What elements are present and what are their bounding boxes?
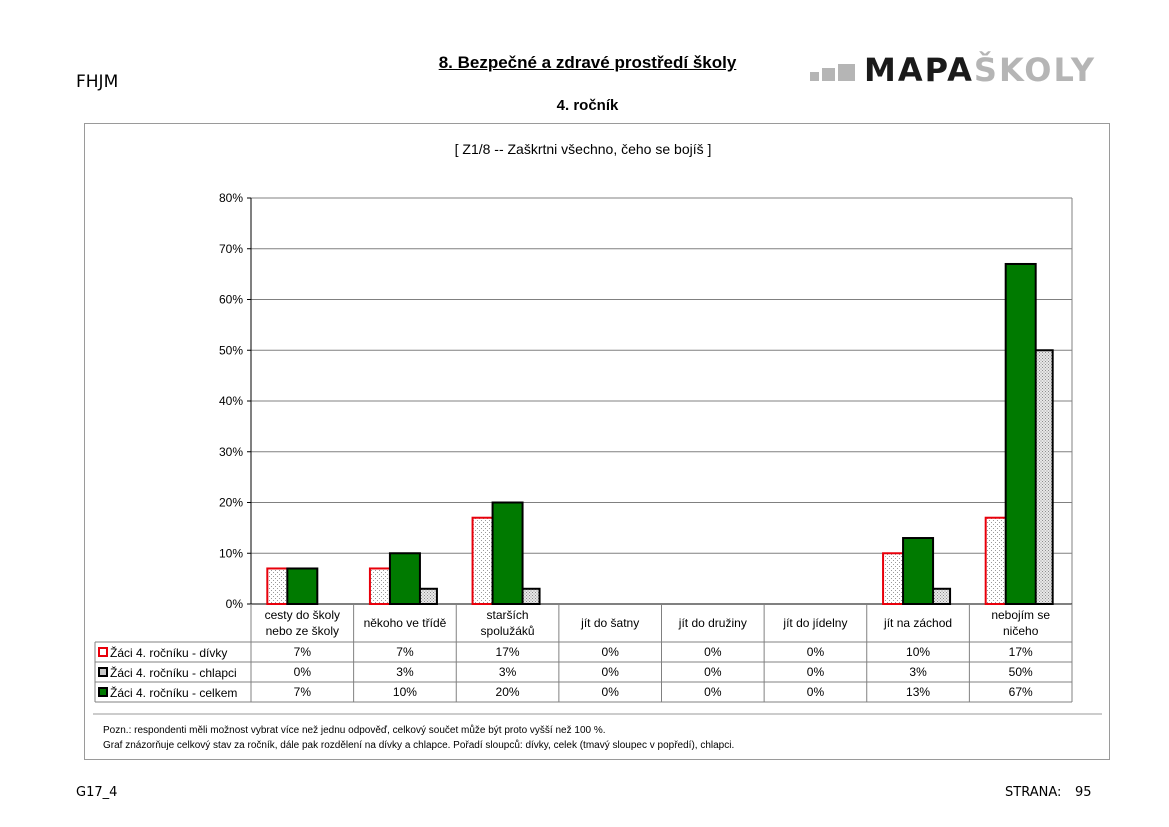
note-line-2: Graf znázorňuje celkový stav za ročník, … [103,739,734,751]
x-tick-label: ničeho [1003,624,1039,638]
data-label: 0% [704,685,722,699]
chart: [ Z1/8 -- Zaškrtni všechno, čeho se bojí… [93,141,1102,751]
data-label: 0% [704,645,722,659]
bar-girls [368,567,393,606]
data-label: 0% [807,645,825,659]
y-tick-label: 40% [219,394,243,408]
x-tick-label: jít do šatny [580,616,639,630]
bar-total [491,501,524,605]
x-tick-label: jít do jídelny [782,616,847,630]
chart-title: [ Z1/8 -- Zaškrtni všechno, čeho se bojí… [455,141,712,157]
data-label: 0% [807,665,825,679]
logo-text-mapa: MAPA [864,51,974,89]
bar-girls [471,516,496,606]
legend-label: Žáci 4. ročníku - celkem [110,685,237,700]
page-code: G17_4 [76,785,118,800]
mapa-skoly-logo: MAPAŠKOLY [810,51,1094,89]
y-tick-label: 20% [219,496,243,510]
data-label: 0% [294,665,312,679]
data-label: 3% [909,665,927,679]
x-tick-label: nebo ze školy [266,624,339,638]
bar-girls [984,516,1009,606]
data-label: 0% [704,665,722,679]
legend-marker [98,647,108,657]
x-tick-label: cesty do školy [265,608,340,622]
x-tick-label: někoho ve třídě [364,616,447,630]
page-number: 95 [1075,785,1092,800]
data-label: 7% [396,645,414,659]
page-subtitle: 4. ročník [556,97,619,114]
legend-marker [98,667,108,677]
data-label: 0% [602,685,620,699]
data-label: 20% [496,685,520,699]
y-tick-label: 0% [226,597,244,611]
data-label: 10% [393,685,417,699]
data-label: 17% [1009,645,1033,659]
x-tick-label: jít na záchod [883,616,952,630]
data-label: 17% [496,645,520,659]
legend-label: Žáci 4. ročníku - chlapci [110,665,237,680]
data-label: 0% [807,685,825,699]
bar-total [388,552,421,605]
bar-girls [266,567,291,606]
data-label: 0% [602,645,620,659]
y-tick-label: 10% [219,546,243,560]
chart-frame: [ Z1/8 -- Zaškrtni všechno, čeho se bojí… [84,123,1110,760]
page-title: 8. Bezpečné a zdravé prostředí školy [438,53,737,72]
data-label: 7% [294,685,312,699]
y-tick-label: 70% [219,242,243,256]
bar-total [902,537,935,605]
y-tick-label: 80% [219,191,243,205]
x-tick-label: starších [487,608,529,622]
page-number-label: STRANA: [1005,785,1062,800]
logo-text-skoly: ŠKOLY [973,51,1097,89]
data-label: 67% [1009,685,1033,699]
data-label: 0% [602,665,620,679]
data-label: 10% [906,645,930,659]
x-tick-label: nebojím se [991,608,1050,622]
school-code: FHJM [76,72,119,92]
x-tick-label: jít do družiny [678,616,747,630]
x-tick-label: spolužáků [481,624,535,638]
data-label: 3% [499,665,517,679]
data-label: 7% [294,645,312,659]
y-tick-label: 60% [219,293,243,307]
data-label: 13% [906,685,930,699]
legend-label: Žáci 4. ročníku - dívky [110,645,227,660]
y-tick-label: 30% [219,445,243,459]
bar-total [1004,262,1037,605]
legend-marker [98,687,108,697]
data-label: 50% [1009,665,1033,679]
bar-girls [882,552,907,605]
y-tick-label: 50% [219,343,243,357]
bar-total [286,567,319,606]
data-label: 3% [396,665,414,679]
note-line-1: Pozn.: respondenti měli možnost vybrat v… [103,724,606,736]
